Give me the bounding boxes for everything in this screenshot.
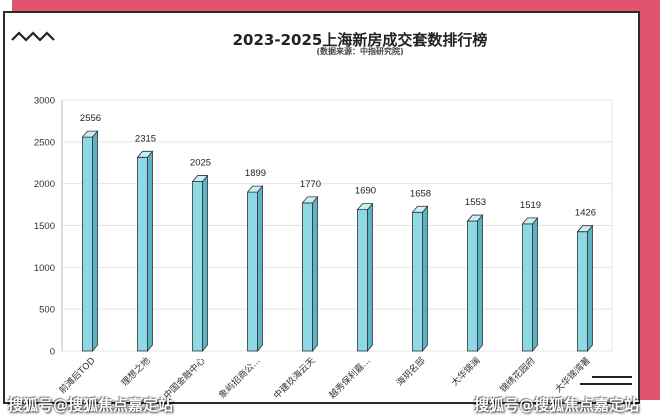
bar-side [532,216,538,353]
bar-side [92,130,98,353]
bar-top [521,217,539,225]
bar-side [422,205,428,353]
x-tick-label: 中建玖海云天 [271,355,318,402]
y-tick-label: 0 [50,347,55,358]
bar [466,213,484,353]
bar-top [81,130,99,138]
y-tick-label: 3000 [34,96,55,107]
bar-top [301,196,319,204]
y-tick-label: 1000 [34,263,55,274]
bar-side [257,185,263,353]
bar-front [302,202,313,352]
bar [191,174,209,353]
bar-front [137,156,148,352]
x-tick-label: 前滩后TOD [56,355,97,396]
bar-front [192,181,203,352]
bar [521,216,539,353]
bar-top [136,150,154,158]
bar-front [247,191,258,352]
watermark-left: 搜狐号@搜狐焦点嘉定站 [8,396,174,414]
bar-front [577,231,588,352]
x-tick-label: 理想之地 [119,355,153,389]
y-tick-label: 2000 [34,179,55,190]
bar-front [357,209,368,352]
bar [301,195,319,353]
bar-top [411,205,429,213]
data-label: 1519 [520,200,541,211]
bar-front [467,220,478,352]
bar-top [576,225,594,233]
bar [411,205,429,353]
bar [246,185,264,353]
y-tick-label: 500 [39,305,55,316]
data-label: 1658 [410,188,431,199]
data-label: 2556 [80,113,101,124]
watermark-right: 搜狐号@搜狐焦点嘉定站 [474,396,640,414]
bar-top [466,214,484,222]
chart-title: 2023-2025上海新房成交套数排行榜 [232,31,488,49]
bar-side [312,195,318,353]
bar-side [587,224,593,353]
data-label: 1426 [575,208,596,219]
x-tick-label: 锦绣花园府 [497,355,537,395]
x-tick-label: 越秀保利嘉... [326,355,372,401]
bar-top [191,175,209,182]
bar-front [412,211,423,352]
bar-top [356,203,374,211]
x-tick-label: 大华锦湾著 [552,355,592,395]
bar [136,150,154,353]
x-tick-label: 海玥名邸 [394,355,428,389]
bar [576,224,594,353]
zigzag-decoration-icon [11,31,55,42]
chart-subtitle: (数据来源：中指研究院) [316,47,404,56]
bar-side [367,202,373,353]
bar-side [477,213,483,353]
bar [81,130,99,353]
y-tick-label: 2500 [34,137,55,148]
bar-front [82,136,93,352]
data-label: 2315 [135,133,156,144]
data-label: 1553 [465,197,486,208]
decorations [11,31,632,385]
bar-front [522,223,533,352]
bar-side [147,150,153,353]
bar-side [202,174,208,353]
bar-top [246,185,264,193]
data-label: 1770 [300,179,321,190]
bar [356,202,374,353]
y-tick-label: 1500 [34,221,55,232]
x-tick-label: 象屿招商公... [216,355,262,401]
data-label: 2025 [190,158,211,169]
data-label: 1899 [245,168,266,179]
x-tick-label: 大华锦澜 [449,355,483,389]
data-label: 1690 [355,186,376,197]
